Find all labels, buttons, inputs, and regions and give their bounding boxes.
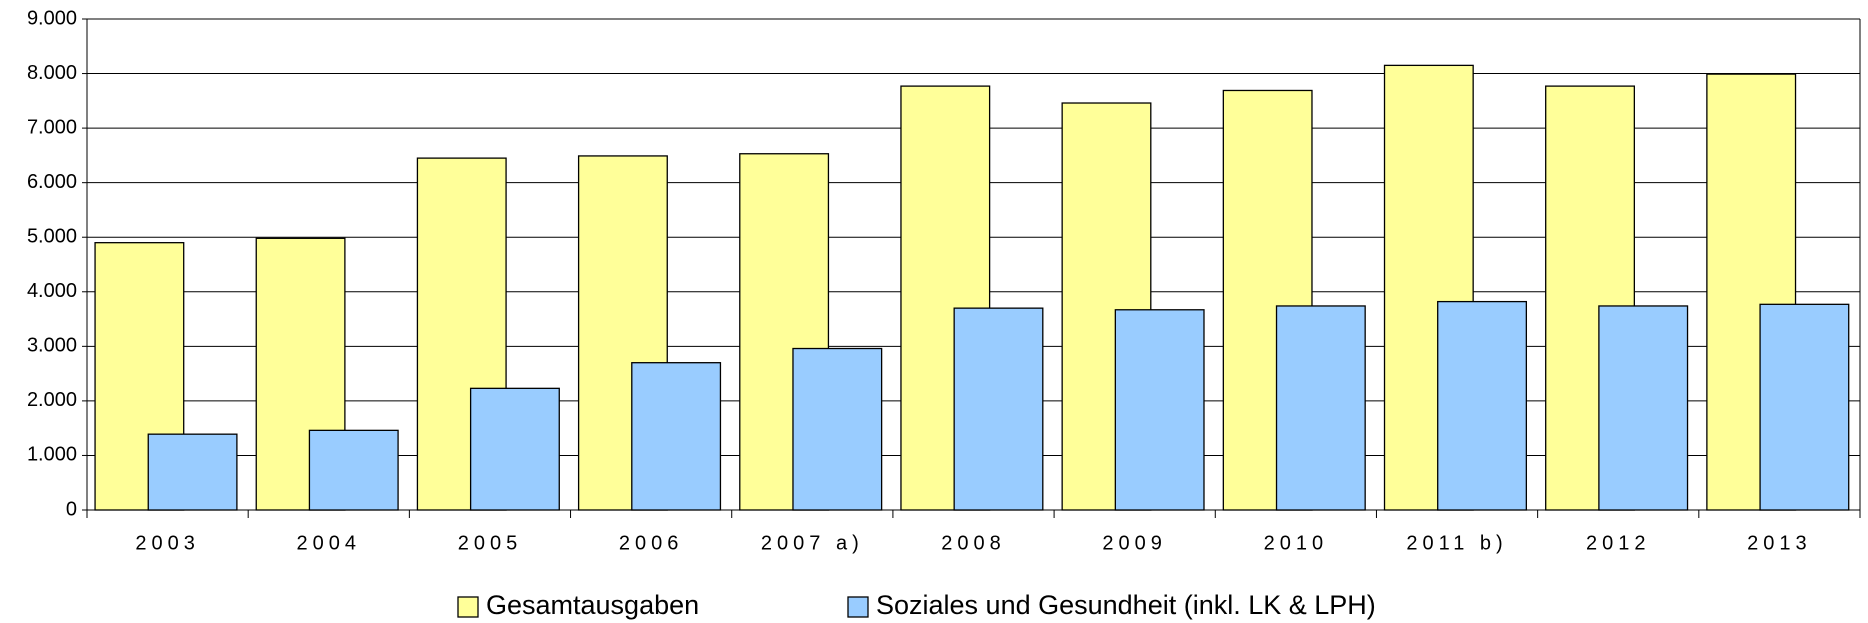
x-tick-label: 2006 [619, 532, 684, 554]
y-tick-label: 1.000 [27, 444, 77, 466]
legend-label: Soziales und Gesundheit (inkl. LK & LPH) [876, 590, 1376, 620]
x-tick-label: 2004 [297, 532, 362, 554]
x-tick-label: 2008 [941, 532, 1006, 554]
y-tick-label: 0 [66, 498, 77, 520]
legend-swatch [847, 596, 869, 618]
bar [308, 429, 399, 511]
x-tick-label: 2005 [458, 532, 523, 554]
bar [631, 362, 722, 511]
bar [1275, 305, 1366, 511]
bar [147, 433, 238, 511]
y-tick-label: 2.000 [27, 389, 77, 411]
x-tick-label: 2013 [1747, 532, 1812, 554]
x-tick-label: 2007 a) [761, 532, 864, 554]
y-tick-label: 7.000 [27, 116, 77, 138]
bar [469, 387, 560, 511]
bar [1114, 309, 1205, 511]
x-tick-label: 2012 [1586, 532, 1651, 554]
y-tick-label: 8.000 [27, 62, 77, 84]
bar [953, 307, 1044, 511]
y-tick-label: 5.000 [27, 226, 77, 248]
y-tick-label: 4.000 [27, 280, 77, 302]
legend-label: Gesamtausgaben [486, 590, 699, 620]
y-tick-label: 9.000 [27, 7, 77, 29]
x-tick-label: 2011 b) [1406, 532, 1507, 554]
x-tick-label: 2010 [1264, 532, 1329, 554]
bar [1383, 64, 1474, 511]
bar [792, 347, 883, 511]
x-tick-label: 2003 [135, 532, 200, 554]
bar [1437, 300, 1528, 511]
legend-swatch [457, 596, 479, 618]
x-tick-label: 2009 [1102, 532, 1167, 554]
y-tick-label: 3.000 [27, 335, 77, 357]
y-tick-label: 6.000 [27, 171, 77, 193]
bar [1759, 303, 1850, 511]
bar [1598, 305, 1689, 511]
